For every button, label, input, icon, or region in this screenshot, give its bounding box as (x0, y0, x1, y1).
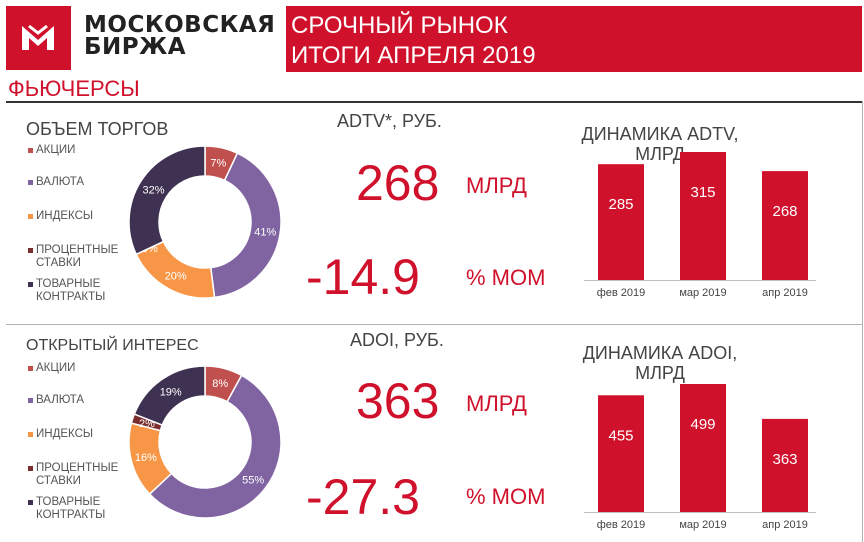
oi-donut-slice (133, 365, 206, 427)
volume-legend-label: АКЦИИ (36, 144, 76, 156)
brand-name: МОСКОВСКАЯ БИРЖА (84, 12, 276, 60)
oi-legend-swatch (28, 500, 33, 505)
oi-bar-category-label: апр 2019 (762, 519, 808, 531)
oi-bar-title-line2: МЛРД (635, 363, 685, 383)
volume-legend-label: ИНДЕКСЫ (36, 210, 94, 222)
oi-change-unit: % МОМ (466, 484, 546, 509)
volume-bar-value-label: 285 (608, 196, 633, 213)
volume-metric-label: ADTV*, РУБ. (337, 111, 442, 131)
volume-donut-label: 41% (254, 227, 276, 239)
section-title: ФЬЮЧЕРСЫ (8, 76, 140, 101)
oi-bar-value-label: 455 (608, 427, 633, 444)
volume-donut-label: 20% (165, 270, 187, 282)
volume-value: 268 (356, 155, 440, 211)
oi-donut-slice (148, 374, 282, 519)
oi-bar-value-label: 499 (690, 416, 715, 433)
oi-bar-category-label: фев 2019 (597, 519, 646, 531)
oi-bar-chart: 455 фев 2019 499 мар 2019 363 апр 2019 (584, 384, 816, 531)
volume-bar-value-label: 268 (772, 203, 797, 220)
volume-legend-label: ТОВАРНЫЕ КОНТРАКТЫ (36, 278, 106, 303)
oi-donut-chart: 8%55%16%2%19% (128, 365, 282, 519)
volume-donut-label: 7% (210, 157, 226, 169)
oi-legend-swatch (28, 432, 33, 437)
volume-bar-title-line2: МЛРД (635, 144, 685, 164)
volume-donut-label: 32% (142, 184, 164, 196)
volume-bar (762, 171, 808, 280)
oi-legend-swatch (28, 398, 33, 403)
volume-title: ОБЪЕМ ТОРГОВ (26, 119, 169, 139)
oi-bar-title-line1: ДИНАМИКА ADOI, (582, 343, 738, 363)
section-divider (6, 324, 862, 325)
volume-bar (598, 164, 644, 280)
volume-bar-category-label: фев 2019 (597, 287, 646, 299)
volume-bar (680, 152, 726, 280)
report-title-line1: СРОЧНЫЙ РЫНОК (291, 12, 508, 39)
oi-legend-label: ВАЛЮТА (36, 394, 85, 406)
volume-donut-chart: 7%41%20%0%32% (128, 145, 282, 299)
volume-legend-label: ВАЛЮТА (36, 176, 85, 188)
oi-legend-swatch (28, 366, 33, 371)
oi-legend-label: ПРОЦЕНТНЫЕ СТАВКИ (36, 462, 119, 487)
oi-legend-label: АКЦИИ (36, 362, 76, 374)
volume-legend-swatch (28, 214, 33, 219)
oi-legend-label: ИНДЕКСЫ (36, 428, 94, 440)
report-title-line2: ИТОГИ АПРЕЛЯ 2019 (291, 42, 536, 69)
oi-donut-label: 16% (135, 452, 157, 464)
oi-bar-category-label: мар 2019 (679, 519, 726, 531)
brand-name-line1: МОСКОВСКАЯ (84, 12, 276, 38)
volume-legend-label: ПРОЦЕНТНЫЕ СТАВКИ (36, 244, 119, 269)
oi-donut-label: 55% (242, 474, 264, 486)
oi-bar (762, 418, 808, 512)
oi-metric-label: ADOI, РУБ. (350, 330, 444, 350)
volume-legend-swatch (28, 180, 33, 185)
oi-legend-swatch (28, 466, 33, 471)
brand-logo (6, 6, 71, 70)
volume-donut-slice (128, 145, 206, 256)
brand-logo-icon (22, 24, 54, 50)
oi-donut-label: 19% (160, 387, 182, 399)
volume-legend-swatch (28, 248, 33, 253)
oi-bar-value-label: 363 (772, 451, 797, 468)
volume-bar-chart: 285 фев 2019 315 мар 2019 268 апр 2019 (584, 152, 816, 299)
oi-bar-title: ДИНАМИКА ADOI, МЛРД (560, 343, 760, 383)
volume-donut-slice (209, 152, 282, 299)
volume-legend-swatch (28, 282, 33, 287)
oi-change: -27.3 (306, 469, 420, 525)
volume-bar-title-line1: ДИНАМИКА ADTV, (581, 124, 739, 144)
right-border (862, 101, 863, 542)
brand-name-line2: БИРЖА (84, 34, 187, 60)
oi-bar (680, 384, 726, 512)
oi-legend-label: ТОВАРНЫЕ КОНТРАКТЫ (36, 496, 106, 521)
volume-legend-swatch (28, 148, 33, 153)
oi-value-unit: МЛРД (466, 391, 527, 416)
volume-change-unit: % МОМ (466, 265, 546, 290)
oi-title: ОТКРЫТЫЙ ИНТЕРЕС (26, 337, 199, 354)
volume-bar-category-label: апр 2019 (762, 287, 808, 299)
header-divider (6, 101, 862, 103)
volume-bar-category-label: мар 2019 (679, 287, 726, 299)
report-banner: СРОЧНЫЙ РЫНОК ИТОГИ АПРЕЛЯ 2019 (286, 6, 862, 72)
volume-change: -14.9 (306, 249, 420, 305)
volume-bar-value-label: 315 (690, 184, 715, 201)
oi-donut-label: 8% (212, 378, 228, 390)
oi-value: 363 (356, 373, 440, 429)
volume-value-unit: МЛРД (466, 173, 527, 198)
oi-bar (598, 395, 644, 512)
volume-bar-title: ДИНАМИКА ADTV, МЛРД (560, 124, 760, 164)
